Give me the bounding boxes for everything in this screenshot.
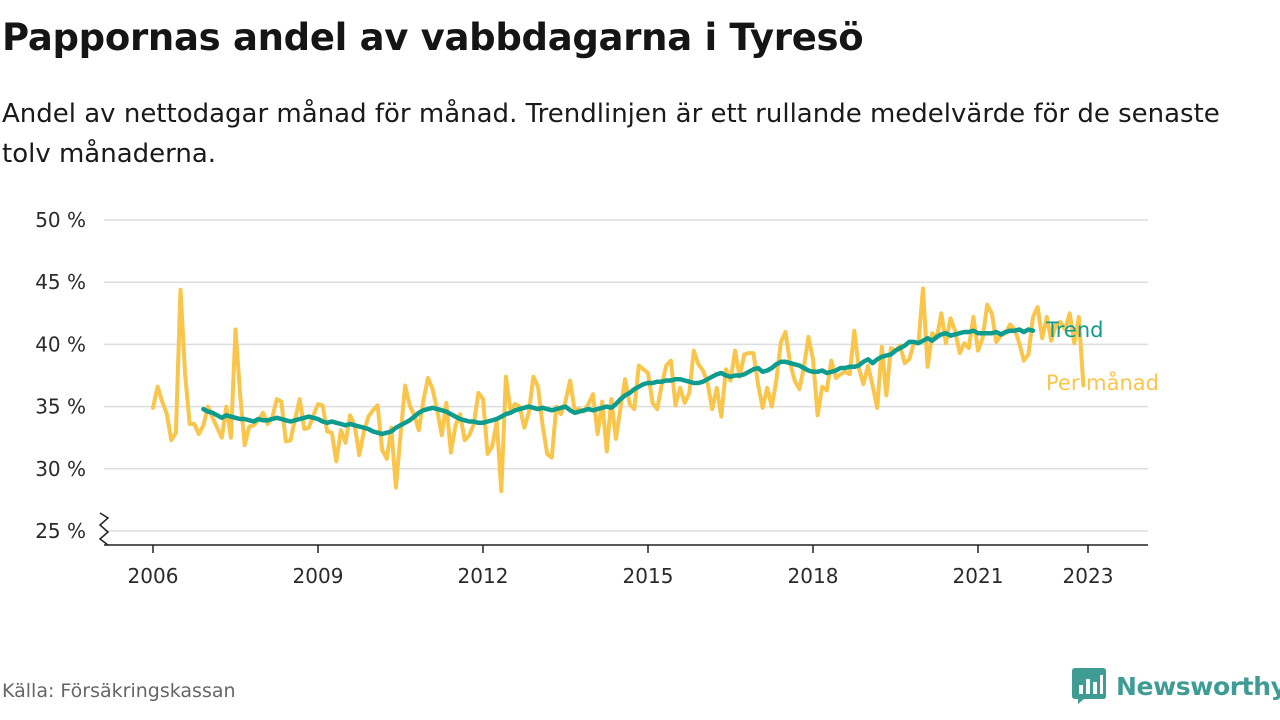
x-tick-label: 2012 xyxy=(458,564,509,588)
series-line-trend xyxy=(201,327,1036,437)
line-chart: 25 % 30 % 35 % 40 % 45 % 50 % 2006 2009 2012 2015… xyxy=(35,208,1159,588)
y-tick-label: 30 % xyxy=(35,457,86,481)
series-label-per-manad: Per månad xyxy=(1046,370,1159,395)
chart-title: Pappornas andel av vabbdagarna i Tyresö xyxy=(2,16,864,59)
y-tick-label: 45 % xyxy=(35,270,86,294)
x-tick-label: 2018 xyxy=(788,564,839,588)
x-tick-label: 2021 xyxy=(953,564,1004,588)
series-line-per-manad xyxy=(151,286,1086,494)
y-tick-label: 50 % xyxy=(35,208,86,232)
y-tick-label: 35 % xyxy=(35,395,86,419)
x-tick-label: 2009 xyxy=(293,564,344,588)
series-label-trend: Trend xyxy=(1045,318,1103,342)
axis-break-icon xyxy=(98,512,110,546)
x-tick-label: 2023 xyxy=(1063,564,1114,588)
y-tick-label: 40 % xyxy=(35,332,86,356)
brand-name: Newsworthy xyxy=(1116,671,1280,701)
source-note: Källa: Försäkringskassan xyxy=(2,680,236,702)
y-tick-label: 25 % xyxy=(35,519,86,543)
brand-logo: Newsworthy xyxy=(1072,666,1280,706)
bar-chart-speech-bubble-icon xyxy=(1072,668,1106,704)
x-tick-label: 2015 xyxy=(623,564,674,588)
chart-subtitle: Andel av nettodagar månad för månad. Tre… xyxy=(2,99,1220,169)
x-tick-label: 2006 xyxy=(128,564,179,588)
